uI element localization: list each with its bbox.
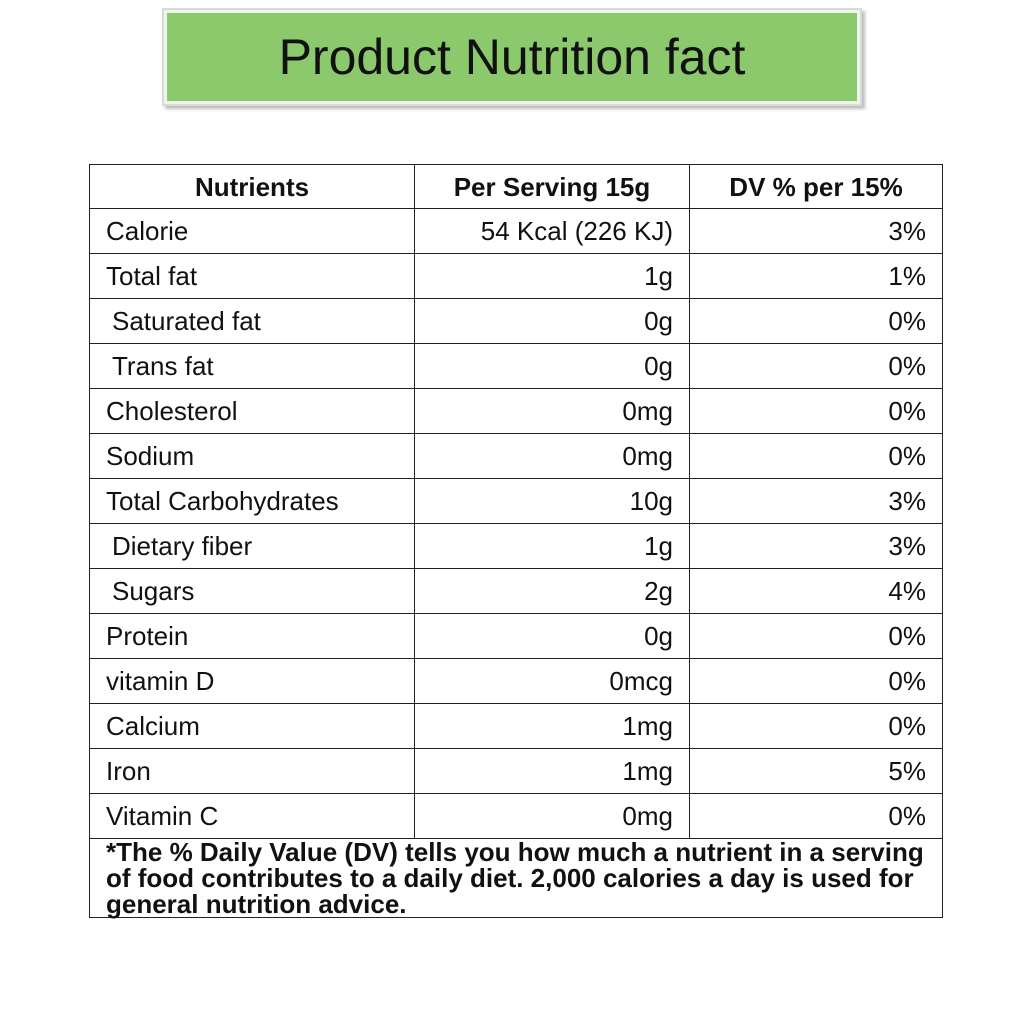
per-serving-value: 54 Kcal (226 KJ) — [414, 208, 690, 254]
nutrient-name: Sugars — [89, 568, 415, 614]
table-row: Cholesterol 0mg 0% — [89, 388, 943, 434]
nutrient-name: Dietary fiber — [89, 523, 415, 569]
table-row: vitamin D 0mcg 0% — [89, 658, 943, 704]
nutrient-name: Protein — [89, 613, 415, 659]
per-serving-value: 0mg — [414, 433, 690, 479]
dv-value: 1% — [689, 253, 943, 299]
per-serving-value: 1mg — [414, 748, 690, 794]
dv-value: 0% — [689, 703, 943, 749]
nutrient-name: Calcium — [89, 703, 415, 749]
nutrient-name: Total Carbohydrates — [89, 478, 415, 524]
nutrient-name: Total fat — [89, 253, 415, 299]
per-serving-value: 0g — [414, 613, 690, 659]
nutrient-name: vitamin D — [89, 658, 415, 704]
dv-value: 0% — [689, 298, 943, 344]
per-serving-value: 10g — [414, 478, 690, 524]
table-row: Sugars 2g 4% — [89, 568, 943, 614]
table-row: Saturated fat 0g 0% — [89, 298, 943, 344]
table-row: Iron 1mg 5% — [89, 748, 943, 794]
table-row: Sodium 0mg 0% — [89, 433, 943, 479]
dv-value: 0% — [689, 388, 943, 434]
nutrient-name: Calorie — [89, 208, 415, 254]
dv-value: 0% — [689, 793, 943, 839]
column-header-dv: DV % per 15% — [689, 164, 943, 209]
footnote-row: *The % Daily Value (DV) tells you how mu… — [89, 838, 943, 918]
footnote: *The % Daily Value (DV) tells you how mu… — [89, 838, 943, 918]
dv-value: 3% — [689, 478, 943, 524]
per-serving-value: 0g — [414, 298, 690, 344]
dv-value: 0% — [689, 433, 943, 479]
column-header-per-serving: Per Serving 15g — [414, 164, 690, 209]
dv-value: 4% — [689, 568, 943, 614]
table-row: Calorie 54 Kcal (226 KJ) 3% — [89, 208, 943, 254]
nutrient-name: Vitamin C — [89, 793, 415, 839]
dv-value: 0% — [689, 658, 943, 704]
table-row: Calcium 1mg 0% — [89, 703, 943, 749]
table-row: Total Carbohydrates 10g 3% — [89, 478, 943, 524]
per-serving-value: 0g — [414, 343, 690, 389]
page-title: Product Nutrition fact — [278, 29, 746, 85]
nutrient-name: Iron — [89, 748, 415, 794]
column-header-nutrients: Nutrients — [89, 164, 415, 209]
dv-value: 3% — [689, 523, 943, 569]
dv-value: 5% — [689, 748, 943, 794]
per-serving-value: 0mg — [414, 388, 690, 434]
table-row: Protein 0g 0% — [89, 613, 943, 659]
nutrient-name: Sodium — [89, 433, 415, 479]
table-row: Trans fat 0g 0% — [89, 343, 943, 389]
dv-value: 0% — [689, 613, 943, 659]
table-row: Total fat 1g 1% — [89, 253, 943, 299]
per-serving-value: 2g — [414, 568, 690, 614]
table-row: Vitamin C 0mg 0% — [89, 793, 943, 839]
per-serving-value: 1mg — [414, 703, 690, 749]
dv-value: 0% — [689, 343, 943, 389]
dv-value: 3% — [689, 208, 943, 254]
nutrient-name: Cholesterol — [89, 388, 415, 434]
nutrient-name: Trans fat — [89, 343, 415, 389]
title-banner: Product Nutrition fact — [162, 8, 862, 106]
table-row: Dietary fiber 1g 3% — [89, 523, 943, 569]
nutrient-name: Saturated fat — [89, 298, 415, 344]
per-serving-value: 1g — [414, 523, 690, 569]
per-serving-value: 0mcg — [414, 658, 690, 704]
nutrition-table: Nutrients Per Serving 15g DV % per 15% C… — [89, 164, 943, 918]
per-serving-value: 1g — [414, 253, 690, 299]
header-row: Nutrients Per Serving 15g DV % per 15% — [89, 164, 943, 209]
per-serving-value: 0mg — [414, 793, 690, 839]
